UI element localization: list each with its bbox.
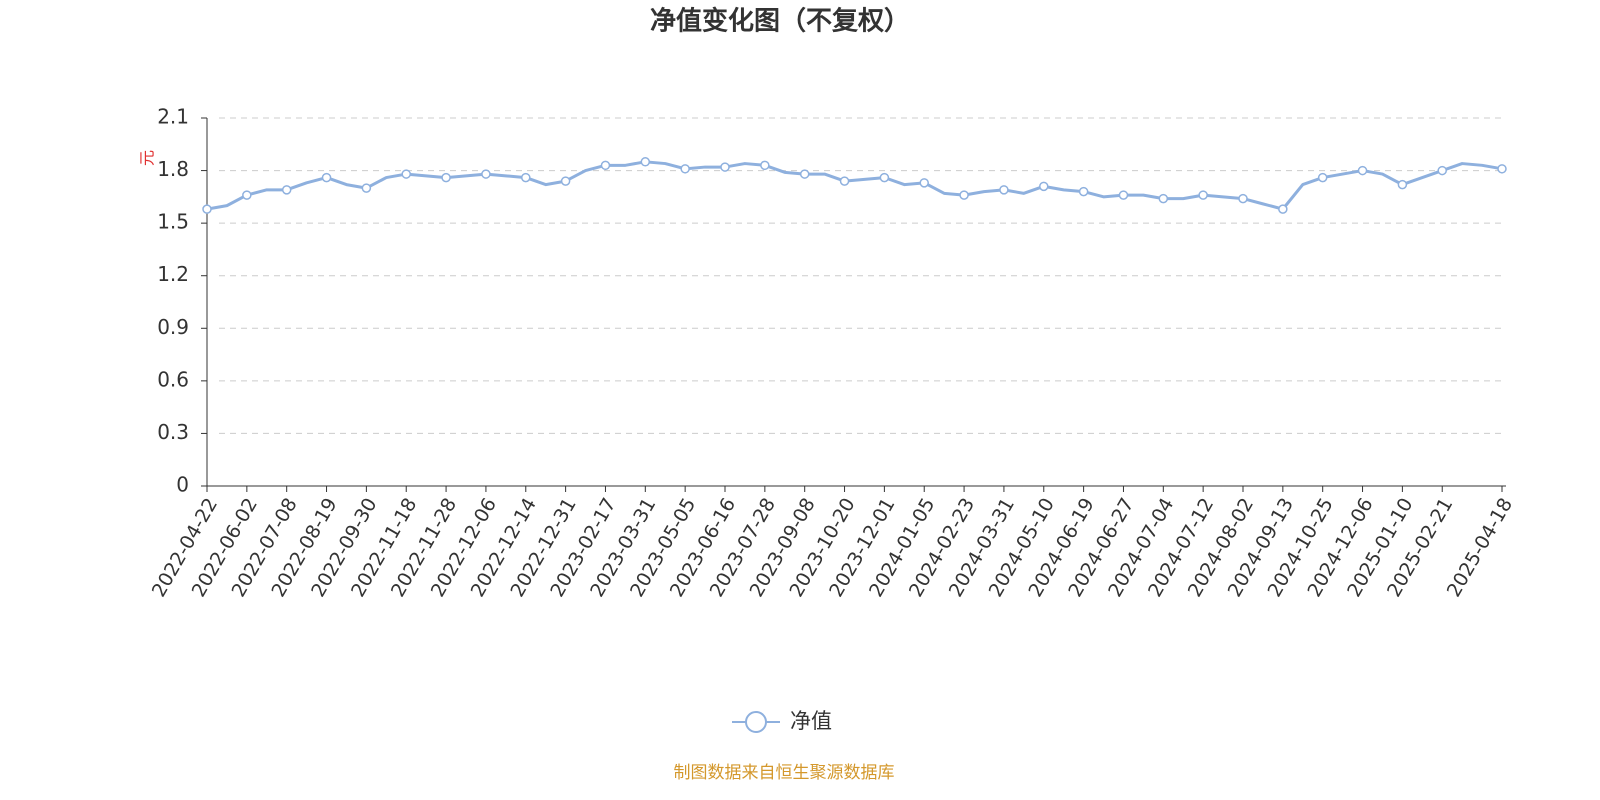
point-marker <box>1497 164 1507 174</box>
point-marker <box>640 157 651 167</box>
point-marker <box>401 169 411 179</box>
point-marker <box>999 185 1009 195</box>
point-marker <box>919 178 929 188</box>
legend-label: 净值 <box>790 709 832 733</box>
point-marker <box>1357 165 1368 176</box>
y-tick-label: 1.8 <box>157 157 189 181</box>
y-tick-label: 0 <box>176 473 189 497</box>
point-marker <box>1278 204 1288 214</box>
point-marker <box>1198 190 1208 200</box>
point-marker <box>281 185 292 195</box>
point-marker <box>1317 172 1328 183</box>
y-tick-label: 0.3 <box>157 420 189 444</box>
legend-marker <box>745 711 767 733</box>
point-marker <box>600 160 611 171</box>
point-marker <box>1118 190 1129 200</box>
point-marker <box>560 176 571 186</box>
point-marker <box>680 164 690 174</box>
point-marker <box>202 204 212 214</box>
point-marker <box>521 172 531 183</box>
point-marker <box>799 169 810 179</box>
series-line <box>206 160 1503 211</box>
point-marker <box>760 160 770 171</box>
point-marker <box>720 162 730 172</box>
point-marker <box>321 172 332 183</box>
source-note: 制图数据来自恒生聚源数据库 <box>674 763 895 783</box>
chart-title: 净值变化图（不复权） <box>650 6 910 37</box>
y-tick-label: 0.9 <box>157 315 189 339</box>
y-tick-label: 0.6 <box>157 367 189 391</box>
y-tick-label: 2.1 <box>157 105 189 129</box>
y-tick-label: 1.5 <box>157 210 189 234</box>
point-marker <box>1158 193 1169 204</box>
point-marker <box>1437 165 1447 176</box>
y-axis-label: 元 <box>138 150 157 166</box>
point-marker <box>1078 186 1089 197</box>
point-marker <box>879 172 890 183</box>
point-marker <box>441 172 451 183</box>
point-marker <box>959 190 969 200</box>
point-marker <box>1238 193 1248 204</box>
point-marker <box>242 190 252 200</box>
point-marker <box>1039 181 1049 192</box>
y-tick-label: 1.2 <box>157 262 189 286</box>
point-marker <box>361 183 372 193</box>
point-marker <box>1397 179 1408 190</box>
point-marker <box>481 169 491 179</box>
point-marker <box>839 176 850 186</box>
